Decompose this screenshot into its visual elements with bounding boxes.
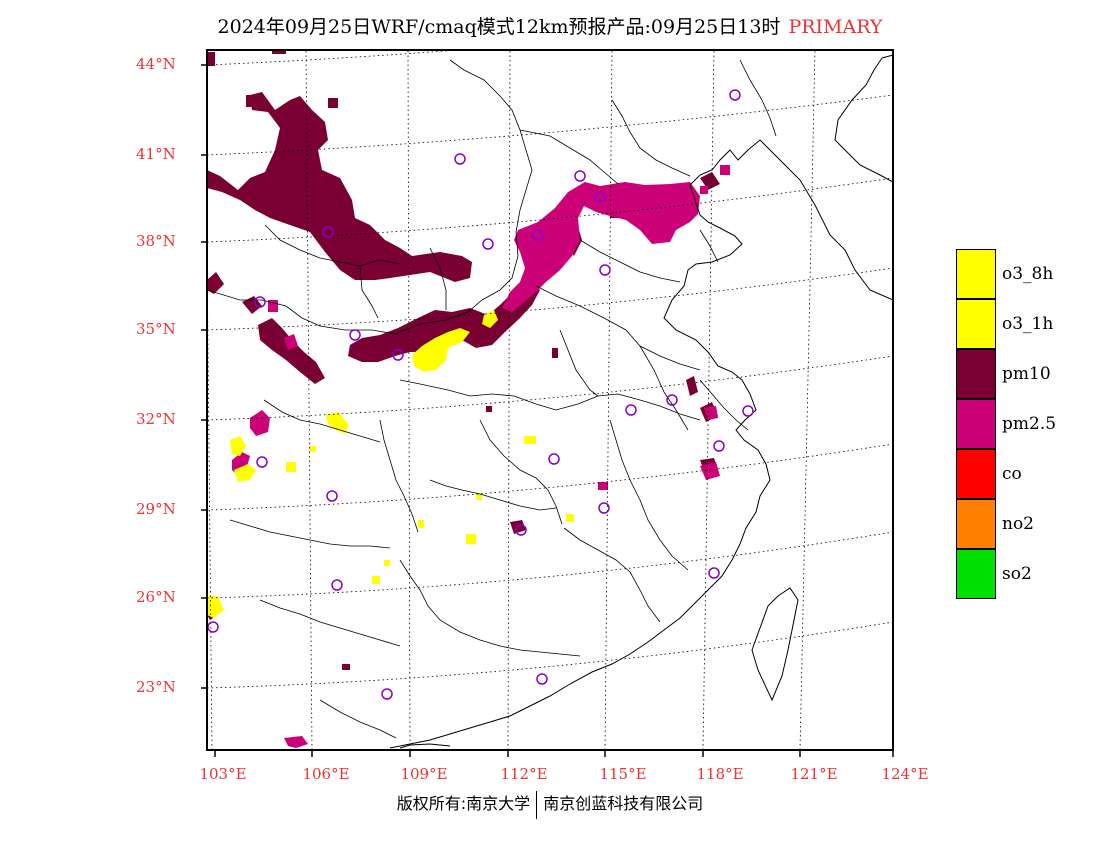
lon-label: 106°E (302, 765, 350, 783)
lon-label: 112°E (500, 765, 548, 783)
legend-label: o3_1h (1002, 314, 1054, 334)
lon-label: 118°E (696, 765, 744, 783)
legend-label: o3_8h (1002, 264, 1054, 284)
legend-swatch (956, 249, 996, 299)
primary-tag: PRIMARY (788, 16, 883, 38)
lon-label: 124°E (881, 765, 929, 783)
lon-label: 121°E (790, 765, 838, 783)
pm10-areas (207, 50, 720, 670)
graticule (207, 50, 893, 750)
footer-divider (536, 790, 538, 819)
legend-swatch (956, 499, 996, 549)
title-text: 2024年09月25日WRF/cmaq模式12km预报产品:09月25日13时 (217, 16, 781, 38)
legend-label: so2 (1002, 564, 1032, 584)
legend-label: co (1002, 464, 1022, 484)
lat-label: 32°N (136, 410, 176, 428)
copyright-company: 南京创蓝科技有限公司 (543, 794, 704, 813)
copyright-footer: 版权所有:南京大学 南京创蓝科技有限公司 (0, 790, 1100, 819)
lat-label: 44°N (136, 55, 176, 73)
axis-ticks (201, 64, 894, 757)
lat-label: 23°N (136, 678, 176, 696)
station-markers (207, 89, 754, 700)
lat-label: 41°N (136, 145, 176, 163)
legend-swatch (956, 449, 996, 499)
o3-areas (207, 310, 574, 618)
map-title: 2024年09月25日WRF/cmaq模式12km预报产品:09月25日13时 P… (0, 12, 1100, 39)
legend-swatch (956, 349, 996, 399)
copyright-owner: 版权所有:南京大学 (396, 794, 531, 813)
legend-label: pm2.5 (1002, 414, 1057, 434)
lon-label: 109°E (400, 765, 448, 783)
map-content (207, 50, 893, 750)
province-borders (207, 59, 777, 739)
coastline (389, 54, 893, 749)
map-frame (206, 49, 894, 751)
lat-label: 29°N (136, 500, 176, 518)
legend-swatch (956, 549, 996, 599)
lon-label: 115°E (599, 765, 647, 783)
legend-swatch (956, 299, 996, 349)
legend-swatch (956, 399, 996, 449)
lat-label: 38°N (136, 232, 176, 250)
pm25-areas (232, 165, 730, 748)
legend-label: no2 (1002, 514, 1034, 534)
lon-label: 103°E (199, 765, 247, 783)
lat-label: 26°N (136, 588, 176, 606)
legend-label: pm10 (1002, 364, 1051, 384)
lat-label: 35°N (136, 320, 176, 338)
